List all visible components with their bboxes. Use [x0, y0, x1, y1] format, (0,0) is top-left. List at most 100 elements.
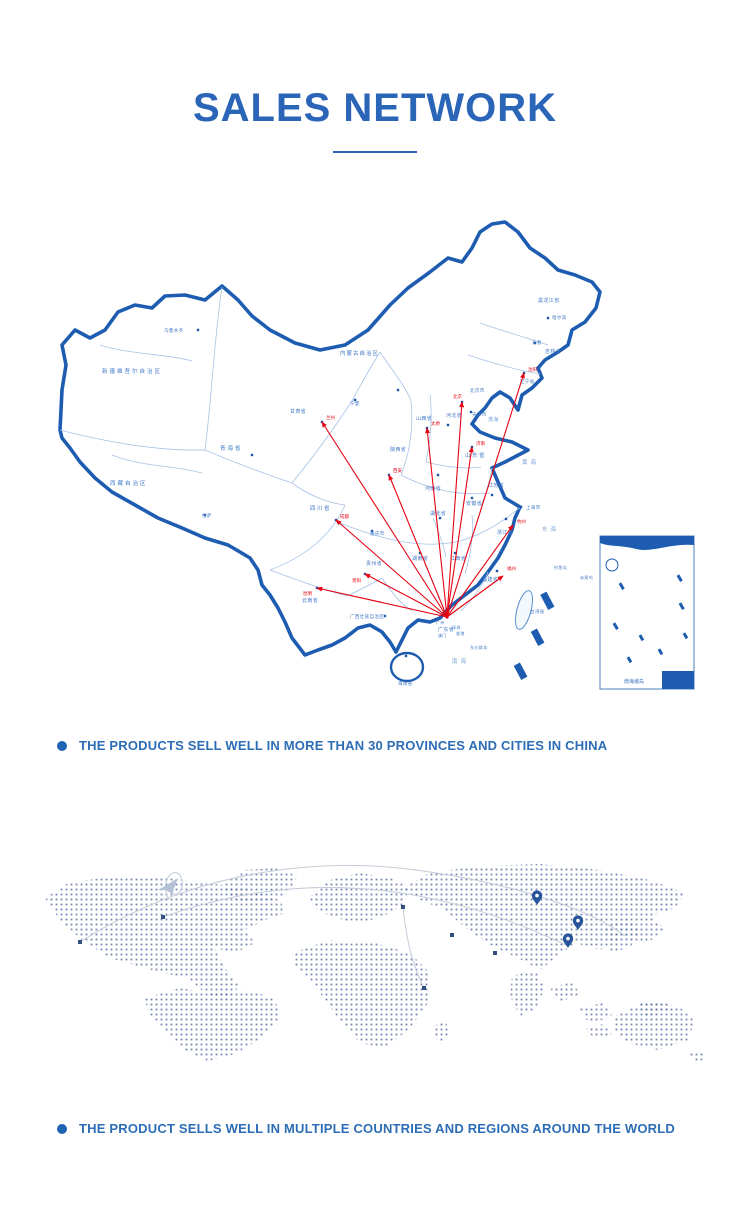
region-indonesia: [578, 1003, 613, 1023]
province-label: 台湾省: [530, 608, 545, 615]
city-dot: [453, 551, 457, 555]
origin-dot: [445, 615, 449, 619]
province-label: 吉林省: [545, 348, 561, 355]
continent-north-america: [45, 876, 285, 1000]
sales-arrow: [335, 519, 448, 618]
world-bullet-row: THE PRODUCT SELLS WELL IN MULTIPLE COUNT…: [57, 1121, 675, 1136]
province-label: 海南省: [398, 680, 413, 687]
sales-arrow: [364, 573, 448, 618]
city-dot: [418, 551, 422, 555]
continent-australia: [614, 1002, 695, 1050]
bullet-dot-icon: [57, 1123, 67, 1134]
sales-arrow: [446, 372, 525, 618]
province-label: 湖南省: [412, 555, 428, 562]
region-japan: [605, 918, 640, 952]
province-label: 哈尔滨: [552, 314, 567, 321]
province-label: 福建省: [482, 576, 498, 583]
city-square-marker: [78, 940, 82, 944]
province-label: 山东省: [465, 451, 486, 459]
province-label: 澳门: [438, 632, 447, 638]
city-dot: [353, 398, 357, 402]
china-sales-map: 南海诸岛 新疆维吾尔自治区 乌鲁木齐 西藏自治区 拉萨 青海省 甘肃省 内蒙古自治区 宁夏 陕西…: [40, 205, 710, 700]
page-title: SALES NETWORK: [192, 86, 558, 130]
continent-europe: [308, 873, 410, 923]
china-outline: [58, 220, 602, 657]
province-label: 贵州省: [366, 560, 382, 567]
city-square-marker: [401, 905, 405, 909]
city-dot: [436, 473, 440, 477]
province-label: 广州: [436, 619, 445, 625]
city-dot: [250, 453, 254, 457]
city-dot: [438, 516, 442, 520]
province-label: 安徽省: [466, 500, 482, 507]
city-dot: [495, 569, 499, 573]
province-label: 江苏省: [488, 482, 504, 489]
world-sales-map: [30, 858, 730, 1073]
island-chain: [513, 591, 555, 680]
sales-arrow: [425, 427, 448, 618]
world-map-svg: [45, 864, 705, 1064]
city-dot: [396, 388, 400, 392]
paper-plane-icon: [158, 878, 178, 894]
island-madagascar: [434, 1020, 450, 1044]
province-label: 浙江省: [497, 529, 513, 536]
city-square-marker: [450, 933, 454, 937]
sales-arrow: [316, 586, 448, 618]
destination-label: 兰州: [326, 414, 335, 421]
region-indonesia-south: [586, 1024, 612, 1039]
province-label: 宁夏: [350, 400, 360, 407]
province-label: 西藏自治区: [110, 479, 148, 487]
city-dot: [490, 493, 494, 497]
destination-label: 昆明: [303, 591, 312, 597]
province-label: 黑龙江省: [538, 297, 560, 304]
city-dot: [504, 517, 508, 521]
inset-label: 南海诸岛: [624, 678, 644, 685]
province-label: 陕西省: [390, 446, 406, 453]
hainan-island: [389, 651, 425, 683]
city-dot: [470, 496, 474, 500]
province-label: 拉萨: [202, 512, 212, 519]
location-pin-icon: [531, 890, 543, 905]
province-label: 辽宁省: [520, 378, 535, 385]
province-label: 四川省: [310, 504, 331, 512]
city-square-marker: [161, 915, 165, 919]
sales-arrow: [321, 421, 448, 618]
region-southeast-asia: [550, 982, 580, 1002]
world-bullet-text: THE PRODUCT SELLS WELL IN MULTIPLE COUNT…: [79, 1121, 675, 1136]
city-dot: [446, 423, 450, 427]
province-label: 河北省: [446, 412, 462, 419]
province-label: 东沙群岛: [470, 644, 488, 650]
province-label: 重庆市: [370, 530, 385, 537]
region-india: [510, 970, 545, 1016]
province-label: 广东省: [438, 626, 454, 633]
province-label: 乌鲁木齐: [164, 327, 184, 334]
province-label: 北京市: [470, 387, 485, 394]
city-dot: [383, 614, 387, 618]
bullet-dot-icon: [57, 740, 67, 751]
city-square-marker: [422, 986, 426, 990]
province-label: 钓鱼岛: [554, 564, 567, 570]
dotted-continents: [45, 864, 705, 1064]
taiwan-island: [514, 590, 534, 630]
destination-label: 杭州: [517, 518, 526, 525]
location-pin-icon: [572, 915, 584, 930]
destination-label: 成都: [340, 513, 349, 520]
city-dot: [203, 513, 207, 517]
south-china-sea-inset: 南海诸岛: [599, 535, 695, 690]
continent-south-america: [145, 988, 280, 1061]
province-label: 广西壮族自治区: [350, 613, 384, 620]
city-dot: [404, 654, 408, 658]
sales-arrow: [446, 575, 504, 618]
location-pin-icon: [562, 933, 574, 948]
sales-arrow: [446, 446, 474, 618]
destination-label: 沈阳: [528, 366, 537, 373]
province-label: 上海市: [526, 504, 541, 511]
world-map-dynamic-layer: [78, 890, 584, 990]
destination-label: 太原: [431, 420, 440, 427]
province-label: 甘肃省: [290, 408, 306, 415]
province-label: 长春: [532, 339, 542, 346]
province-label: 黄海: [522, 458, 539, 466]
